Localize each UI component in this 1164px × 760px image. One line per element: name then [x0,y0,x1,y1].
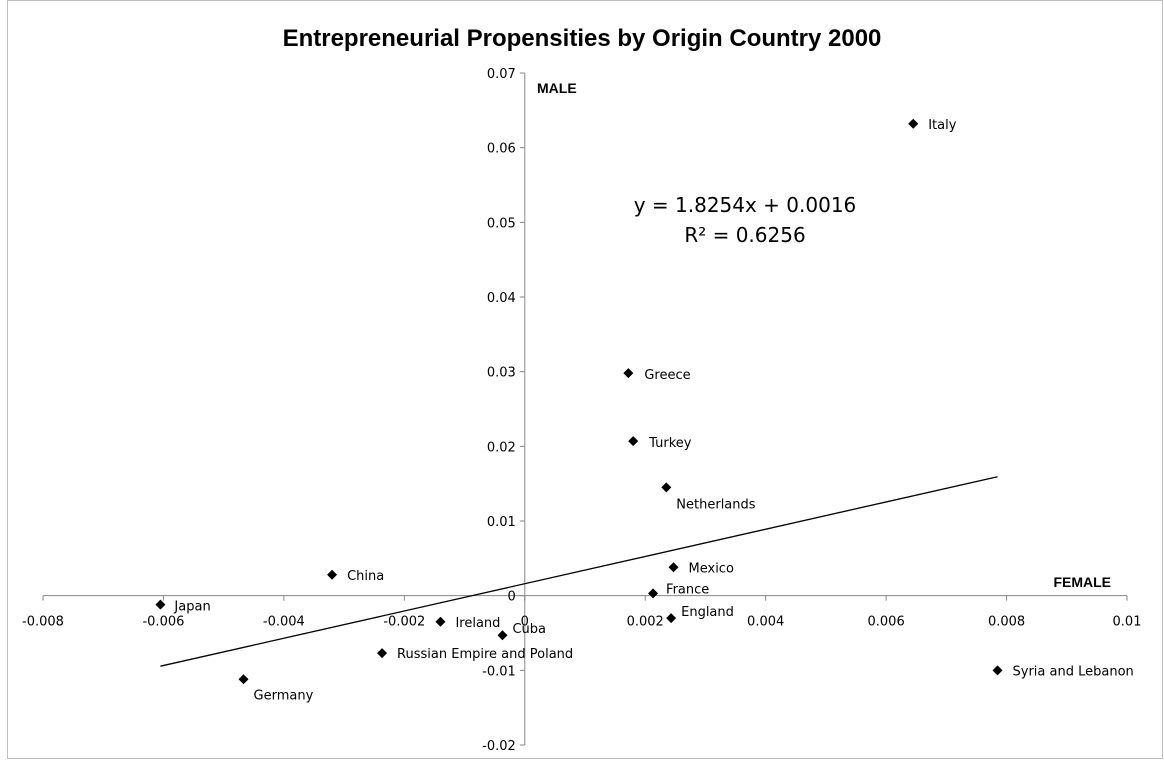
y-tick-label: 0.04 [487,291,516,306]
y-tick-label: 0.03 [487,366,516,381]
x-tick-label: -0.002 [383,615,425,630]
chart-frame [7,0,1163,759]
y-tick-label: -0.02 [482,739,516,754]
trendline [160,476,998,667]
data-point-marker [668,562,679,573]
data-point-marker [666,613,677,624]
x-tick-label: 0.006 [868,615,905,630]
data-point-marker [661,482,672,493]
data-point-label: France [666,582,709,597]
data-point-label: China [347,569,384,584]
data-point-marker [155,599,166,610]
data-point-marker [908,118,919,129]
y-tick-label: 0.02 [487,440,516,455]
data-point-label: Mexico [689,561,734,576]
data-point-label: Italy [928,118,957,133]
data-point-marker [648,588,659,599]
trendline-layer [160,476,998,667]
x-tick-label: -0.004 [263,615,305,630]
data-point-label: Netherlands [676,497,755,512]
chart-title: Entrepreneurial Propensities by Origin C… [283,25,882,52]
axes: -0.008 -0.006 -0.004 -0.002 0 0.002 0.004 0.006… [22,67,1141,754]
data-points: Italy Greece Turkey Netherlands Mexico France… [155,118,1134,703]
trendline-equation: y = 1.8254x + 0.0016 [634,193,857,217]
data-point-label: Cuba [512,622,546,637]
x-tick-label: 0 [521,615,529,630]
y-tick-label: -0.01 [482,664,516,679]
x-axis-title: FEMALE [1053,574,1111,590]
data-point-label: Turkey [648,436,692,451]
data-point-marker [628,436,639,447]
data-point-marker [327,569,338,580]
data-point-label: England [681,605,734,620]
y-tick-label: 0.07 [487,67,516,82]
data-point-label: Russian Empire and Poland [397,647,573,662]
x-tick-label: 0.008 [988,615,1025,630]
y-tick-label: 0 [507,590,515,605]
y-tick-label: 0.01 [487,515,516,530]
x-tick-label: 0.004 [747,615,784,630]
x-tick-label: -0.006 [142,615,184,630]
data-point-marker [497,630,508,641]
data-point-label: Japan [173,600,210,615]
data-point-marker [623,368,634,379]
data-point-label: Greece [644,368,690,383]
data-point-label: Germany [254,688,314,703]
data-point-marker [992,665,1003,676]
y-tick-label: 0.05 [487,216,516,231]
data-point-label: Syria and Lebanon [1013,664,1134,679]
y-axis-title: MALE [537,80,577,96]
data-point-marker [435,616,446,627]
trendline-r-squared: R² = 0.6256 [684,223,805,247]
x-tick-label: -0.008 [22,615,64,630]
data-point-marker [238,674,249,685]
data-point-marker [377,648,388,659]
data-point-label: Ireland [455,616,500,631]
x-tick-label: 0.01 [1113,615,1142,630]
y-tick-label: 0.06 [487,142,516,157]
x-tick-label: 0.002 [627,615,664,630]
